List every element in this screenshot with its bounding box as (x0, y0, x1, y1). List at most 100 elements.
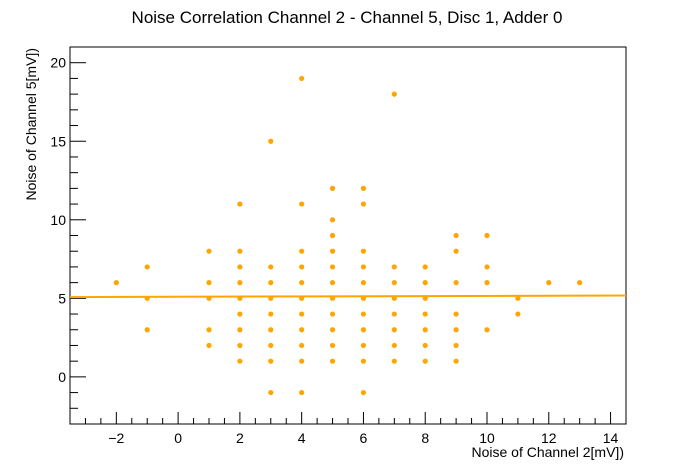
data-point (237, 358, 243, 364)
data-point (237, 201, 243, 207)
data-point (422, 264, 428, 270)
data-point (360, 201, 367, 207)
data-point (329, 264, 336, 270)
data-point (360, 248, 367, 254)
data-point (453, 232, 459, 239)
data-point (329, 311, 336, 317)
data-point (299, 327, 305, 333)
x-tick-label: 0 (174, 430, 182, 446)
data-point (329, 342, 336, 349)
data-point (206, 342, 212, 349)
y-tick-label: 0 (58, 369, 66, 385)
data-point (299, 342, 305, 349)
data-point (360, 311, 367, 317)
data-point (237, 280, 243, 286)
data-point (453, 248, 459, 254)
data-point (206, 280, 212, 286)
data-point (453, 358, 459, 364)
data-point (268, 389, 274, 396)
data-point (237, 248, 243, 254)
data-point (360, 264, 367, 270)
data-point (546, 280, 552, 286)
data-point (391, 358, 397, 364)
data-point (299, 264, 305, 270)
data-point (422, 280, 428, 286)
data-point (453, 342, 459, 349)
y-tick-label: 5 (58, 290, 66, 306)
data-point (360, 342, 367, 349)
data-point (144, 327, 150, 333)
plot-frame (69, 46, 627, 425)
data-point (268, 327, 274, 333)
data-point (299, 201, 305, 207)
data-point (144, 264, 150, 270)
data-point (206, 327, 212, 333)
data-point (268, 358, 274, 364)
x-tick-label: 8 (421, 430, 429, 446)
data-point (422, 342, 428, 349)
data-point (237, 311, 243, 317)
data-point (299, 389, 305, 396)
data-point (113, 280, 119, 286)
data-point (484, 232, 490, 239)
data-point (360, 185, 367, 191)
data-point (268, 311, 274, 317)
data-point (391, 264, 397, 270)
data-point (268, 342, 274, 349)
data-point (360, 280, 367, 286)
data-point (299, 248, 305, 254)
data-point (329, 280, 336, 286)
data-point (360, 389, 367, 396)
data-point (268, 138, 274, 144)
data-point (237, 342, 243, 349)
data-point (299, 311, 305, 317)
data-point (422, 311, 428, 317)
data-point (329, 248, 336, 254)
data-point (391, 311, 397, 317)
data-point (329, 327, 336, 333)
x-axis-label: Noise of Channel 2[mV]) (471, 444, 624, 460)
data-point (515, 295, 521, 301)
x-tick-label: 12 (541, 430, 557, 446)
x-tick-label: −2 (108, 430, 124, 446)
x-tick-label: 4 (298, 430, 306, 446)
data-point (360, 358, 367, 364)
data-point (484, 280, 490, 286)
x-tick-label: 6 (360, 430, 368, 446)
data-point (237, 327, 243, 333)
data-point (268, 264, 274, 270)
chart-title: Noise Correlation Channel 2 - Channel 5,… (132, 8, 563, 27)
y-tick-label: 10 (50, 212, 66, 228)
y-axis-label: Noise of Channel 5[mV]) (23, 48, 39, 201)
data-point (577, 280, 583, 286)
data-point (391, 280, 397, 286)
axis-ticks (69, 46, 627, 425)
data-point (299, 280, 305, 286)
x-tick-label: 10 (479, 430, 495, 446)
data-point (391, 91, 397, 97)
data-point (453, 311, 459, 317)
x-tick-label: 2 (236, 430, 244, 446)
data-point (453, 280, 459, 286)
y-tick-label: 20 (50, 55, 66, 71)
data-point (360, 327, 367, 333)
data-point (329, 232, 336, 239)
data-point (268, 280, 274, 286)
data-point (237, 264, 243, 270)
data-point (484, 327, 490, 333)
data-point (422, 358, 428, 364)
y-tick-label: 15 (50, 133, 66, 149)
tick-labels: −2 0 2 4 6 8 10 12 14 0 5 10 15 20 (50, 55, 618, 446)
data-point (391, 342, 397, 349)
data-point (484, 264, 490, 270)
data-point (329, 185, 336, 191)
data-point (329, 217, 336, 223)
data-point (329, 358, 336, 364)
x-tick-label: 14 (603, 430, 619, 446)
data-point (206, 248, 212, 254)
data-point (453, 327, 459, 333)
data-point (422, 327, 428, 333)
data-point (515, 311, 521, 317)
data-point (391, 327, 397, 333)
